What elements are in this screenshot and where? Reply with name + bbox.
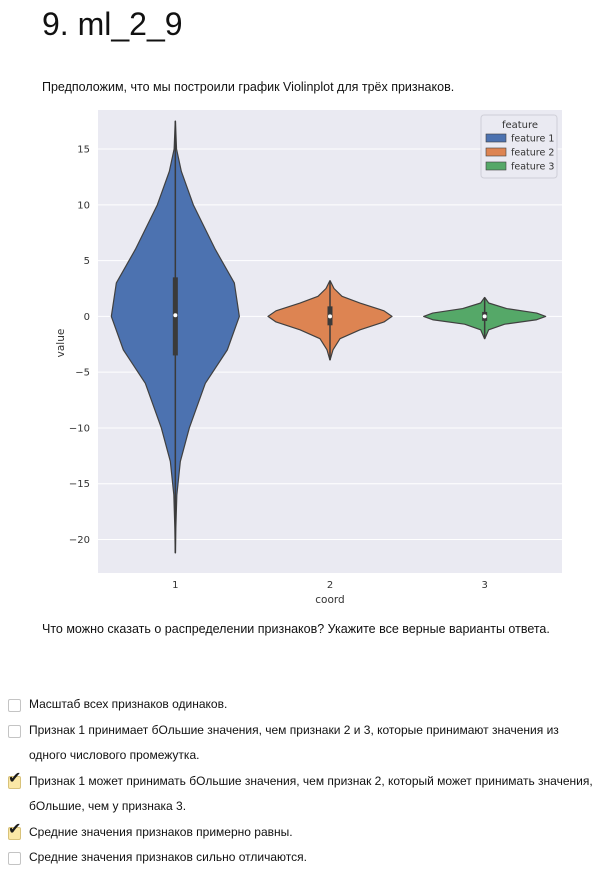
checkmark-icon: ✔ [8,818,22,838]
answer-option[interactable]: ✔ Масштаб всех признаков одинаков. [6,692,596,718]
option-label[interactable]: Масштаб всех признаков одинаков. [29,697,228,711]
violin-feature-3 [423,296,547,340]
checkmark-icon: ✔ [8,767,22,787]
y-axis-label: value [55,329,67,358]
answer-option[interactable]: ✔ Признак 1 принимает бОльшие значения, … [6,718,596,769]
x-tick-label: 1 [172,580,178,591]
option-label[interactable]: Средние значения признаков примерно равн… [29,824,293,839]
legend: feature feature 1 feature 2 feature 3 [480,114,558,179]
prompt-text: Что можно сказать о распределении призна… [42,622,550,636]
y-tick-label: −20 [69,535,90,546]
answer-option[interactable]: ✔ Средние значения признаков сильно отли… [6,845,596,871]
y-tick-labels: 15 10 5 0 −5 −10 −15 −20 [69,145,90,546]
checkbox[interactable]: ✔ [8,699,21,712]
violin-chart: 15 10 5 0 −5 −10 −15 −20 1 2 3 value coord featur… [55,110,562,606]
x-tick-label: 3 [481,580,487,591]
page-title: 9. ml_2_9 [42,6,183,42]
answer-option[interactable]: ✔ Признак 1 может принимать бОльшие знач… [6,769,596,820]
option-label[interactable]: Признак 1 принимает бОльшие значения, че… [29,722,559,763]
violin-feature-2 [267,280,393,361]
y-tick-label: 15 [77,145,90,156]
legend-title: feature [502,120,538,131]
median-marker [328,314,332,319]
legend-entry: feature 3 [511,162,554,173]
median-marker [482,314,487,319]
median-marker [173,313,178,318]
legend-swatch [485,133,507,143]
legend-swatch [485,161,507,171]
question-text: Предположим, что мы построили график Vio… [42,80,455,94]
x-axis-label: coord [315,594,344,606]
violin-feature-1 [110,120,240,554]
x-tick-label: 2 [327,580,333,591]
answer-option[interactable]: ✔ Средние значения признаков примерно ра… [6,820,596,846]
checkbox[interactable]: ✔ [8,852,21,865]
option-label[interactable]: Признак 1 может принимать бОльшие значен… [29,773,593,814]
y-tick-label: −10 [69,423,90,434]
y-tick-label: 5 [84,256,90,267]
option-label[interactable]: Средние значения признаков сильно отлича… [29,850,307,864]
checkbox[interactable]: ✔ [8,724,21,738]
x-tick-labels: 1 2 3 [172,580,488,591]
y-tick-label: 10 [77,200,90,211]
y-tick-label: −15 [69,479,90,490]
checkbox[interactable]: ✔ [8,820,21,840]
legend-entry: feature 1 [511,134,554,145]
y-tick-label: −5 [75,368,90,379]
legend-swatch [485,147,507,157]
answer-options: ✔ Масштаб всех признаков одинаков. ✔ При… [6,692,596,871]
legend-entry: feature 2 [511,148,554,159]
y-tick-label: 0 [84,312,90,323]
violins [110,120,547,554]
checkbox[interactable]: ✔ [8,769,21,789]
